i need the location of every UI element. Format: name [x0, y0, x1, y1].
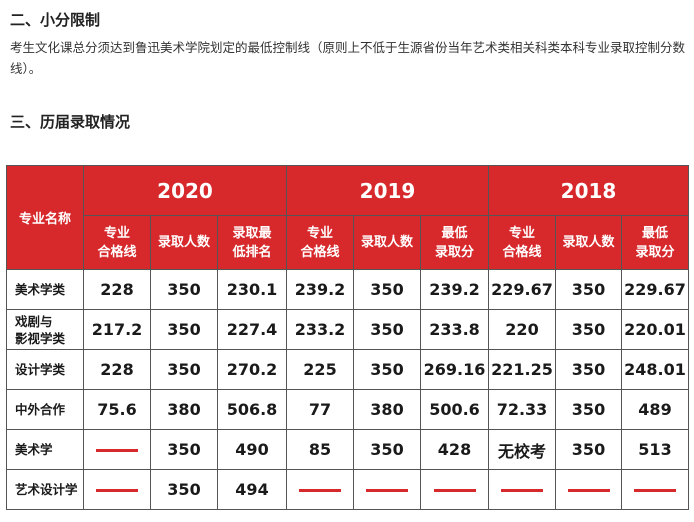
table-row: 艺术设计学 350 494 — [6, 469, 689, 510]
value-cell: 350 — [150, 309, 218, 350]
no-data-dash-cell — [555, 469, 622, 510]
value-cell: 220.01 — [621, 309, 689, 350]
value-cell: 270.2 — [217, 349, 287, 390]
value-cell: 350 — [150, 469, 218, 510]
value-cell: 494 — [217, 469, 287, 510]
value-cell: 230.1 — [217, 269, 287, 310]
no-data-dash — [96, 449, 138, 452]
value-cell: 428 — [420, 429, 489, 470]
no-data-dash-cell — [420, 469, 489, 510]
value-cell: 228 — [83, 269, 151, 310]
table-row: 戏剧与 影视学类 217.2 350 227.4 233.2 350 233.8 220 350 2… — [6, 309, 689, 350]
table-body: 美术学类 228 350 230.1 239.2 350 239.2 229.67 350 229… — [6, 269, 689, 510]
value-cell: 77 — [286, 389, 354, 430]
major-name-cell: 美术学 — [6, 429, 84, 470]
no-data-dash-cell — [621, 469, 689, 510]
sub-header: 专业 合格线 — [83, 215, 151, 270]
major-name-cell: 设计学类 — [6, 349, 84, 390]
table-row: 中外合作 75.6 380 506.8 77 380 500.6 72.33 350 489 — [6, 389, 689, 430]
sub-header: 最低 录取分 — [420, 215, 489, 270]
value-cell: 490 — [217, 429, 287, 470]
table-row: 美术学 350 490 85 350 428 无校考 350 513 — [6, 429, 689, 470]
value-cell: 500.6 — [420, 389, 489, 430]
value-cell: 229.67 — [621, 269, 689, 310]
value-cell: 225 — [286, 349, 354, 390]
no-data-dash-cell — [488, 469, 556, 510]
value-cell: 380 — [353, 389, 421, 430]
no-data-dash — [96, 489, 138, 492]
sub-header: 专业 合格线 — [488, 215, 556, 270]
value-cell: 350 — [555, 349, 622, 390]
value-cell: 233.2 — [286, 309, 354, 350]
no-data-dash-cell — [83, 429, 151, 470]
no-data-dash-cell — [83, 469, 151, 510]
value-cell: 350 — [150, 349, 218, 390]
major-name-cell: 美术学类 — [6, 269, 84, 310]
value-cell: 269.16 — [420, 349, 489, 390]
major-name-cell: 艺术设计学 — [6, 469, 84, 510]
admission-table: 专业名称 2020 2019 2018 专业 合格线 录取人数 录取最 低排名 专业… — [6, 165, 689, 510]
no-data-dash — [366, 489, 408, 492]
table-row: 设计学类 228 350 270.2 225 350 269.16 221.25 350 248.… — [6, 349, 689, 390]
no-data-dash — [299, 489, 341, 492]
sub-header: 最低 录取分 — [621, 215, 689, 270]
value-cell: 350 — [353, 309, 421, 350]
value-cell: 85 — [286, 429, 354, 470]
table-row: 美术学类 228 350 230.1 239.2 350 239.2 229.67 350 229… — [6, 269, 689, 310]
value-cell: 350 — [555, 309, 622, 350]
value-cell: 228 — [83, 349, 151, 390]
value-cell: 217.2 — [83, 309, 151, 350]
no-data-dash — [567, 489, 610, 492]
major-column-header: 专业名称 — [6, 165, 84, 270]
value-cell: 513 — [621, 429, 689, 470]
no-data-dash — [501, 489, 543, 492]
year-header-2018: 2018 — [488, 165, 689, 216]
value-cell: 350 — [353, 349, 421, 390]
value-cell: 350 — [150, 429, 218, 470]
sub-header: 录取人数 — [150, 215, 218, 270]
value-cell: 221.25 — [488, 349, 556, 390]
sub-header: 录取人数 — [353, 215, 421, 270]
value-cell: 239.2 — [420, 269, 489, 310]
value-cell: 72.33 — [488, 389, 556, 430]
no-data-dash — [433, 489, 476, 492]
value-cell: 350 — [353, 269, 421, 310]
value-cell: 350 — [150, 269, 218, 310]
value-cell: 506.8 — [217, 389, 287, 430]
value-cell: 220 — [488, 309, 556, 350]
value-cell: 239.2 — [286, 269, 354, 310]
no-data-dash — [634, 489, 676, 492]
value-cell: 350 — [555, 389, 622, 430]
value-cell: 无校考 — [488, 429, 556, 470]
value-cell: 350 — [555, 429, 622, 470]
year-header-2020: 2020 — [83, 165, 287, 216]
value-cell: 75.6 — [83, 389, 151, 430]
sub-header: 录取最 低排名 — [217, 215, 287, 270]
value-cell: 233.8 — [420, 309, 489, 350]
no-data-dash-cell — [286, 469, 354, 510]
value-cell: 227.4 — [217, 309, 287, 350]
year-header-2019: 2019 — [286, 165, 489, 216]
value-cell: 489 — [621, 389, 689, 430]
value-cell: 350 — [555, 269, 622, 310]
sub-header: 录取人数 — [555, 215, 622, 270]
major-name-cell: 中外合作 — [6, 389, 84, 430]
sub-header: 专业 合格线 — [286, 215, 354, 270]
value-cell: 380 — [150, 389, 218, 430]
section-title-history: 三、历届录取情况 — [10, 113, 131, 131]
no-data-dash-cell — [353, 469, 421, 510]
value-cell: 248.01 — [621, 349, 689, 390]
value-cell: 229.67 — [488, 269, 556, 310]
quota-paragraph: 考生文化课总分须达到鲁迅美术学院划定的最低控制线（原则上不低于生源省份当年艺术类… — [10, 40, 686, 76]
value-cell: 350 — [353, 429, 421, 470]
section-title-quota: 二、小分限制 — [10, 11, 101, 29]
major-name-cell: 戏剧与 影视学类 — [6, 309, 84, 350]
